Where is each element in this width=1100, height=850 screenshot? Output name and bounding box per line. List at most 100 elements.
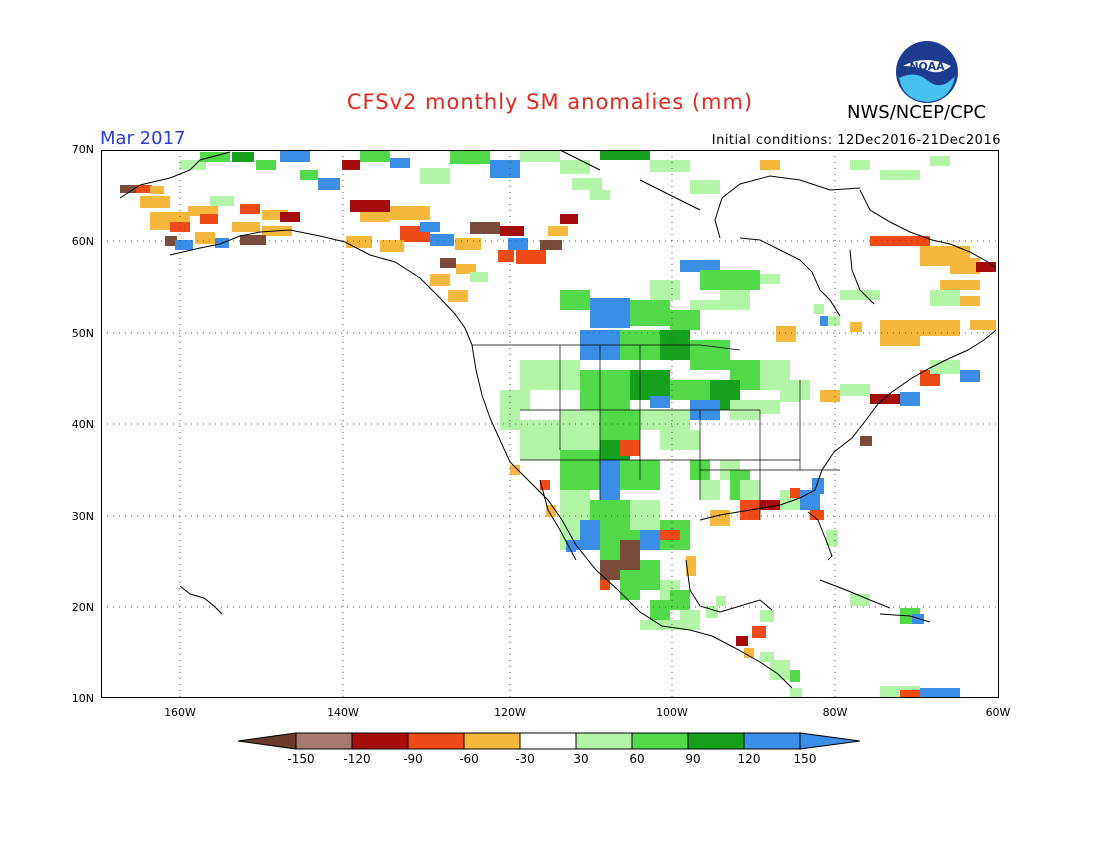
anomaly-cell	[770, 660, 790, 680]
anomaly-cell	[760, 160, 780, 170]
anomaly-cell	[650, 396, 670, 408]
anomaly-cell	[840, 290, 880, 300]
colorbar-swatch-1	[295, 732, 353, 750]
anomaly-cell	[450, 150, 490, 164]
anomaly-cell	[640, 410, 690, 430]
valid-month-label: Mar 2017	[100, 128, 186, 149]
coastline	[859, 189, 997, 269]
coastline	[714, 175, 861, 239]
anomaly-cell	[560, 290, 590, 310]
anomaly-cell	[970, 320, 996, 330]
colorbar-swatch-9	[743, 732, 801, 750]
anomaly-cell	[560, 214, 578, 224]
anomaly-cell	[760, 652, 774, 662]
anomaly-cell	[600, 580, 610, 590]
anomaly-cell	[456, 264, 476, 274]
coastline	[685, 559, 773, 613]
anomaly-cell	[870, 394, 900, 404]
anomaly-cell	[814, 304, 824, 314]
anomaly-cell	[232, 152, 254, 162]
anomaly-cell	[880, 336, 920, 346]
anomaly-cell	[686, 556, 696, 576]
anomaly-cell	[600, 150, 650, 160]
anomaly-cell	[820, 316, 840, 326]
anomaly-cell	[950, 258, 980, 274]
anomaly-cell	[670, 380, 710, 400]
anomaly-cell	[490, 160, 520, 178]
anomaly-cell	[850, 160, 870, 170]
coastline	[879, 613, 931, 623]
anomaly-cell	[430, 234, 454, 246]
anomaly-cell	[620, 570, 640, 600]
anomaly-cell	[175, 240, 193, 250]
graticule	[101, 150, 999, 698]
anomaly-cell	[760, 274, 780, 284]
coastline	[807, 511, 833, 561]
anomaly-cell	[630, 370, 670, 400]
anomaly-cell	[900, 392, 920, 406]
anomaly-cell	[440, 258, 456, 268]
anomaly-cell	[920, 688, 960, 698]
anomaly-cell	[210, 196, 234, 206]
colorbar-swatch-7	[631, 732, 689, 750]
anomaly-cell	[640, 530, 660, 550]
lon-label-60w: 60W	[985, 706, 1011, 719]
colorbar-label-1: -150	[287, 752, 315, 766]
map-frame	[101, 150, 999, 698]
initial-conditions-label: Initial conditions: 12Dec2016-21Dec2016	[711, 133, 1001, 148]
anomaly-cell	[342, 160, 360, 170]
colorbar-swatch-6	[575, 732, 633, 750]
colorbar-label-5: -30	[515, 752, 535, 766]
anomaly-cell	[540, 480, 550, 490]
anomaly-cell	[280, 212, 300, 222]
anomaly-cell	[700, 480, 720, 500]
anomaly-cell	[620, 540, 640, 570]
anomaly-cell	[650, 600, 670, 620]
colorbar-swatch-5	[519, 732, 577, 750]
anomaly-cell	[232, 222, 260, 232]
anomaly-cell	[180, 160, 206, 170]
coastline	[849, 249, 875, 305]
coastline	[471, 344, 793, 689]
anomaly-cell	[660, 530, 680, 540]
anomaly-cell	[546, 505, 556, 517]
anomaly-cell	[140, 196, 170, 208]
colorbar	[238, 732, 861, 750]
coastline	[539, 479, 577, 561]
colorbar-swatch-3	[407, 732, 465, 750]
anomaly-cell	[860, 436, 872, 446]
anomaly-cell	[510, 465, 520, 475]
anomaly-cell	[930, 290, 960, 306]
anomaly-cell	[120, 185, 138, 193]
anomaly-cell	[690, 180, 720, 194]
anomaly-cell	[540, 240, 562, 250]
map-title: CFSv2 monthly SM anomalies (mm)	[346, 90, 754, 114]
colorbar-swatch-4	[463, 732, 521, 750]
anomaly-cell	[976, 262, 996, 272]
anomaly-cell	[500, 226, 524, 236]
anomaly-cell	[820, 390, 840, 402]
anomaly-cell	[680, 610, 700, 630]
anomaly-cell	[760, 500, 780, 510]
coastline	[179, 585, 223, 615]
coastline	[119, 151, 231, 199]
anomaly-cell	[580, 520, 600, 550]
anomaly-cell	[300, 170, 318, 180]
lat-label-70n: 70N	[71, 143, 94, 156]
anomaly-cell	[520, 360, 580, 390]
anomaly-cell	[820, 316, 828, 326]
anomaly-cell	[360, 212, 390, 222]
anomaly-cell	[470, 272, 488, 282]
anomaly-cell	[390, 206, 430, 220]
anomaly-cell	[380, 240, 404, 252]
anomaly-cell	[840, 384, 870, 396]
anomaly-cell	[240, 204, 260, 214]
anomaly-cell	[580, 370, 630, 410]
anomaly-cell	[790, 488, 800, 498]
anomaly-cell	[716, 596, 726, 606]
anomaly-cell	[590, 298, 630, 328]
anomaly-cell	[670, 310, 700, 330]
anomaly-cell	[960, 370, 980, 382]
colorbar-label-10: 150	[793, 752, 817, 766]
anomaly-cell	[572, 178, 602, 190]
